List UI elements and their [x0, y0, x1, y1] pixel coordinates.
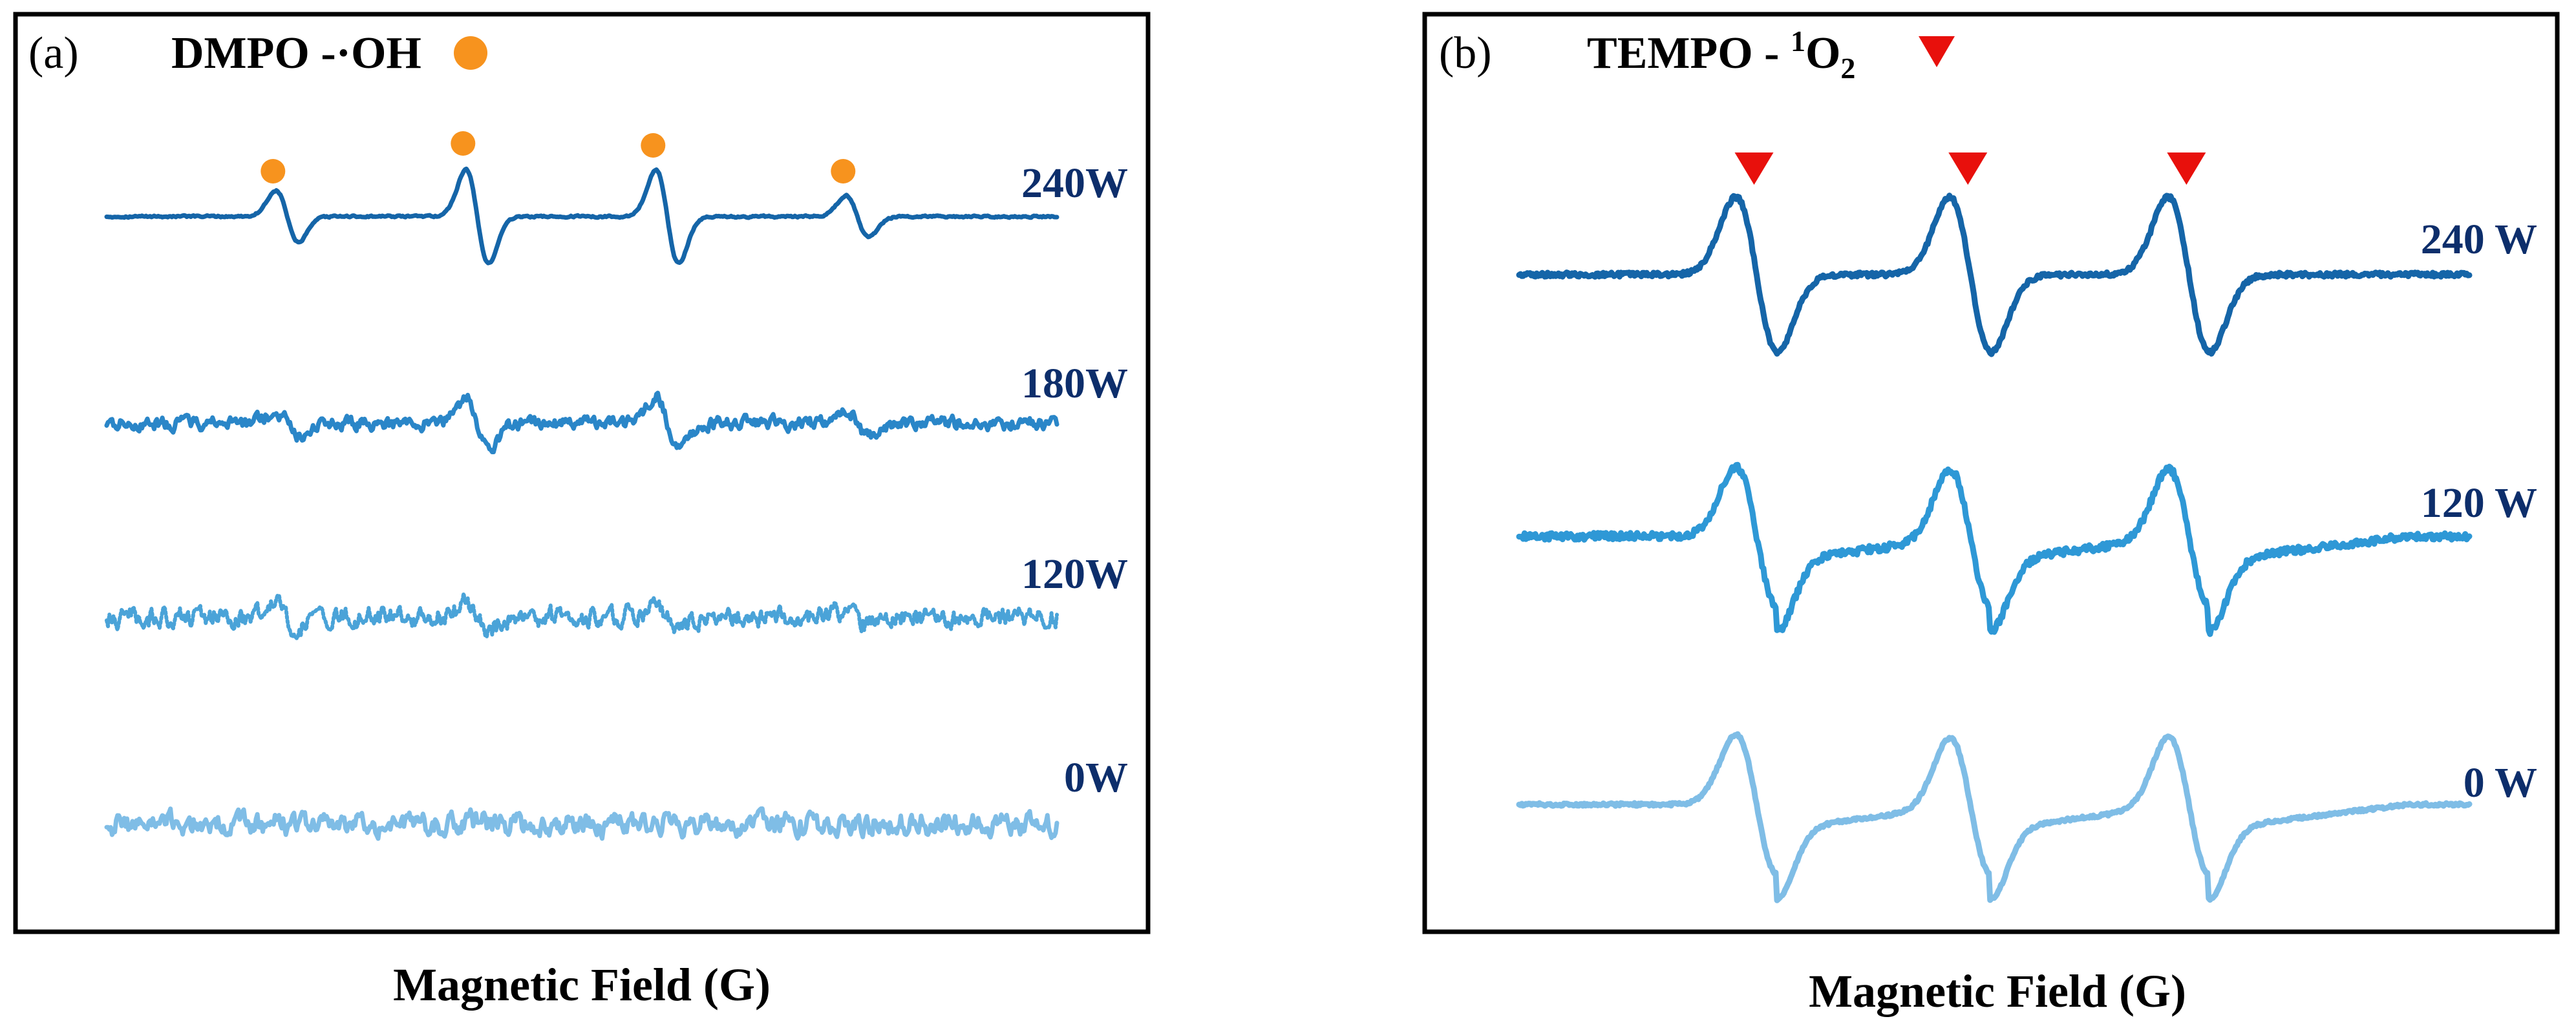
peak-marker-a-1: [261, 159, 286, 184]
panel-a-markers: [261, 131, 856, 184]
panel-b-title-sup: 1: [1791, 25, 1805, 58]
panel-a-title-prefix: DMPO -: [171, 28, 336, 78]
panel-b-legend-marker: [1919, 36, 1955, 67]
peak-marker-b-3: [2167, 152, 2206, 185]
panel-a-xlabel: Magnetic Field (G): [393, 959, 771, 1011]
trace-a-120w: [105, 591, 1059, 640]
panel-b-label: (b): [1439, 28, 1492, 78]
panel-a-title-species: ·OH: [336, 28, 421, 78]
trace-a-0w: [104, 806, 1059, 841]
trace-b-120w: [1516, 461, 2473, 637]
trace-b-0w: [1516, 731, 2473, 903]
trace-label-b-120w: 120 W: [2421, 479, 2537, 527]
panel-a-frame: [13, 12, 1151, 934]
panel-a-legend-marker: [454, 36, 487, 70]
peak-marker-a-4: [831, 159, 856, 184]
panel-b: (b) TEMPO - 1O2 240 W 120 W 0 W: [1422, 12, 2560, 934]
panel-a-label: (a): [28, 28, 79, 78]
peak-marker-a-2: [451, 131, 476, 156]
panel-a-title: DMPO -·OH: [171, 28, 421, 78]
panel-b-title-species: O: [1805, 28, 1840, 78]
panel-b-title-prefix: TEMPO -: [1587, 28, 1791, 78]
panel-b-traces: [1516, 193, 2473, 903]
panel-b-xlabel: Magnetic Field (G): [1809, 965, 2186, 1017]
trace-a-180w: [104, 390, 1059, 454]
trace-label-a-240w: 240W: [1021, 160, 1128, 207]
peak-marker-b-2: [1948, 152, 1988, 185]
trace-label-a-180w: 180W: [1021, 360, 1128, 407]
panel-a-trace-labels: 240W 180W 120W 0W: [1021, 160, 1128, 801]
panel-b-markers: [1734, 152, 2206, 185]
panel-b-trace-labels: 240 W 120 W 0 W: [2421, 216, 2537, 806]
panel-a: (a) DMPO -·OH 240W 180W 120W 0W: [13, 12, 1151, 934]
peak-marker-a-3: [641, 133, 666, 158]
peak-marker-b-1: [1734, 152, 1774, 185]
trace-b-240w: [1516, 193, 2473, 357]
panel-b-title-sub: 2: [1840, 52, 1855, 85]
panel-a-traces: [104, 166, 1059, 841]
trace-label-b-240w: 240 W: [2421, 216, 2537, 263]
trace-label-b-0w: 0 W: [2464, 759, 2537, 806]
panel-b-title: TEMPO - 1O2: [1587, 25, 1855, 85]
panel-b-frame: [1422, 12, 2560, 934]
trace-label-a-0w: 0W: [1064, 754, 1128, 801]
trace-a-240w: [104, 166, 1059, 266]
trace-label-a-120w: 120W: [1021, 551, 1128, 598]
